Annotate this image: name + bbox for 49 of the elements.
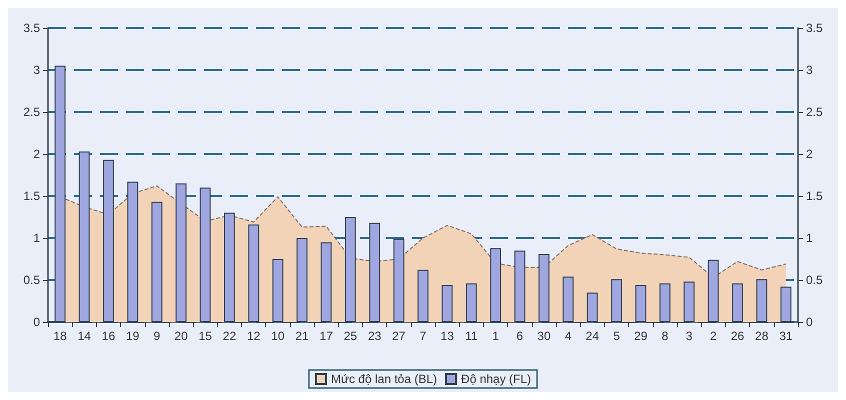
- y2-tick-label: 2: [806, 147, 813, 161]
- y2-tick-label: 3: [806, 63, 813, 77]
- y-tick-label: 2: [33, 147, 40, 161]
- x-tick-label: 31: [779, 329, 793, 343]
- x-tick-label: 24: [586, 329, 600, 343]
- x-tick-label: 16: [102, 329, 116, 343]
- x-tick-label: 29: [634, 329, 648, 343]
- x-tick-label: 19: [126, 329, 140, 343]
- y-tick-label: 0.5: [23, 273, 40, 287]
- y-tick-label: 3.5: [23, 21, 40, 35]
- y-tick-label: 3: [33, 63, 40, 77]
- x-tick-label: 17: [320, 329, 334, 343]
- x-tick-label: 20: [174, 329, 188, 343]
- x-tick-label: 13: [440, 329, 454, 343]
- y-tick-label: 2.5: [23, 105, 40, 119]
- x-tick-label: 26: [730, 329, 745, 343]
- x-tick-label: 10: [271, 329, 285, 343]
- x-tick-label: 5: [613, 329, 620, 343]
- x-tick-label: 8: [662, 329, 669, 343]
- x-tick-label: 22: [222, 329, 236, 343]
- x-tick-label: 27: [392, 329, 406, 343]
- x-tick-label: 9: [154, 329, 161, 343]
- x-tick-label: 23: [368, 329, 382, 343]
- x-tick-label: 12: [246, 329, 261, 343]
- x-tick-label: 25: [344, 329, 358, 343]
- y2-tick-label: 1.5: [806, 189, 824, 203]
- y-tick-label: 0: [33, 315, 40, 329]
- x-tick-label: 18: [53, 329, 68, 343]
- y-tick-label: 1: [33, 231, 40, 245]
- y2-tick-label: 0: [806, 315, 813, 329]
- x-tick-label: 21: [295, 329, 310, 343]
- x-tick-label: 3: [686, 329, 693, 343]
- x-tick-label: 4: [564, 329, 572, 343]
- x-tick-label: 1: [492, 329, 500, 343]
- x-tick-label: 2: [710, 329, 717, 343]
- x-tick-label: 6: [516, 329, 524, 343]
- legend-label: Độ nhạy (FL): [461, 372, 532, 386]
- x-tick-label: 11: [465, 329, 478, 343]
- y2-tick-label: 1: [806, 231, 813, 245]
- legend-label: Mức độ lan tỏa (BL): [330, 372, 438, 386]
- y2-tick-label: 2.5: [806, 105, 824, 119]
- x-tick-label: 15: [198, 329, 212, 343]
- x-tick-label: 14: [78, 329, 92, 343]
- x-tick-label: 30: [537, 329, 551, 343]
- y2-tick-label: 0.5: [806, 273, 824, 287]
- x-tick-label: 7: [420, 329, 427, 343]
- x-tick-label: 28: [755, 329, 769, 343]
- y2-tick-label: 3.5: [806, 21, 824, 35]
- y-tick-label: 1.5: [23, 189, 40, 203]
